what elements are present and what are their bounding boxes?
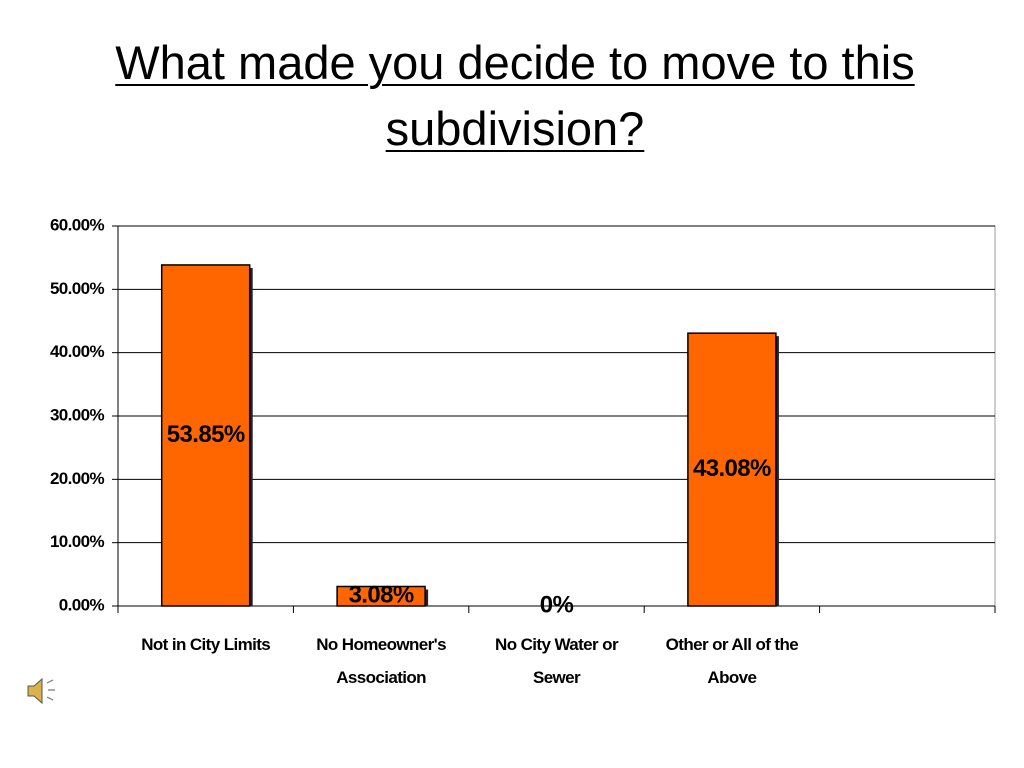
value-label: 3.08%: [349, 582, 414, 609]
chart-title: What made you decide to move to this sub…: [115, 36, 915, 155]
value-label: 43.08%: [693, 455, 771, 482]
y-tick-label: 30.00%: [50, 405, 105, 424]
y-tick-label: 40.00%: [50, 342, 105, 361]
x-tick-label: Other or All of the Above: [665, 635, 799, 687]
bar: [687, 332, 777, 607]
y-tick-label: 0.00%: [59, 595, 105, 614]
value-label: 0%: [540, 591, 574, 618]
y-tick-label: 10.00%: [50, 532, 105, 551]
value-label: 53.85%: [167, 421, 245, 448]
y-tick-label: 50.00%: [50, 279, 105, 298]
x-tick-label: Not in City Limits: [141, 635, 271, 654]
bar: [160, 264, 251, 607]
y-tick-label: 20.00%: [50, 469, 105, 488]
speaker-icon: [27, 677, 55, 705]
y-tick-label: 60.00%: [50, 215, 105, 234]
bar: [336, 585, 426, 607]
x-tick-label: No City Water or Sewer: [495, 635, 619, 687]
x-tick-label: No Homeowner's Association: [316, 635, 446, 687]
